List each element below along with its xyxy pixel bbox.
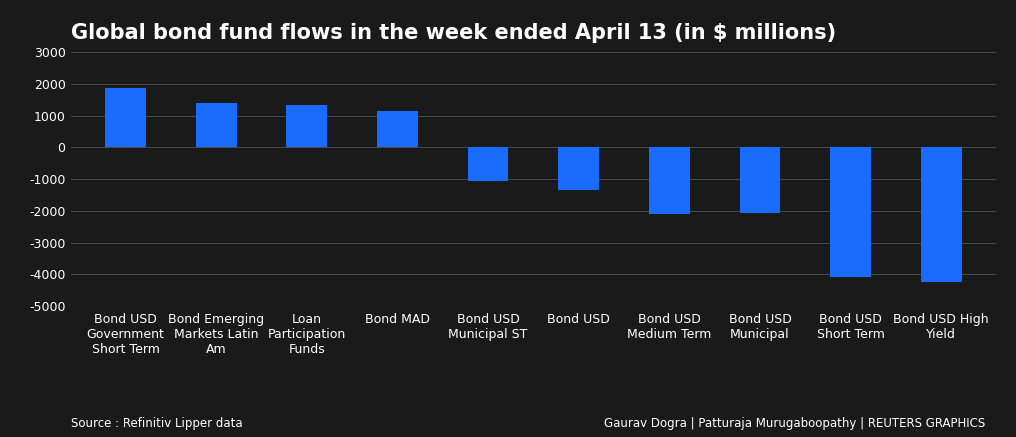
Bar xyxy=(830,148,871,277)
Bar xyxy=(649,148,690,214)
Bar xyxy=(740,148,780,213)
Bar xyxy=(287,105,327,148)
Text: Gaurav Dogra | Patturaja Murugaboopathy | REUTERS GRAPHICS: Gaurav Dogra | Patturaja Murugaboopathy … xyxy=(605,417,986,430)
Bar xyxy=(467,148,508,181)
Bar xyxy=(920,148,962,282)
Bar xyxy=(105,88,146,148)
Bar xyxy=(377,111,418,148)
Bar xyxy=(559,148,599,190)
Text: Global bond fund flows in the week ended April 13 (in $ millions): Global bond fund flows in the week ended… xyxy=(71,23,836,42)
Bar xyxy=(196,104,237,148)
Text: Source : Refinitiv Lipper data: Source : Refinitiv Lipper data xyxy=(71,417,243,430)
